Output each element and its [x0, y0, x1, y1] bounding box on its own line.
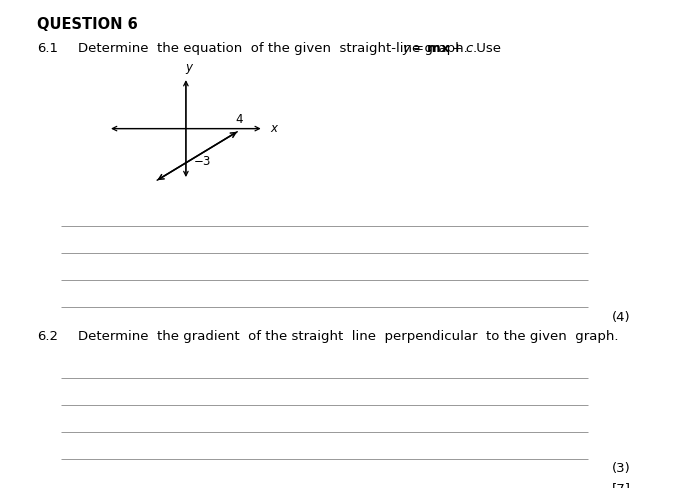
Text: QUESTION 6: QUESTION 6	[37, 17, 138, 32]
Text: 6.1: 6.1	[37, 41, 58, 55]
Text: [7]: [7]	[612, 481, 631, 488]
Text: $y$: $y$	[185, 61, 194, 76]
Text: $y = \mathbf{mx} + c$.: $y = \mathbf{mx} + c$.	[402, 41, 477, 57]
Text: $x$: $x$	[270, 122, 280, 135]
Text: (4): (4)	[612, 310, 631, 323]
Text: 6.2: 6.2	[37, 329, 58, 343]
Text: Determine  the gradient  of the straight  line  perpendicular  to the given  gra: Determine the gradient of the straight l…	[78, 329, 619, 343]
Text: 4: 4	[235, 112, 243, 125]
Text: (3): (3)	[612, 461, 631, 474]
Text: $-3$: $-3$	[193, 155, 211, 168]
Text: Determine  the equation  of the given  straight-line graph.  Use: Determine the equation of the given stra…	[78, 41, 505, 55]
